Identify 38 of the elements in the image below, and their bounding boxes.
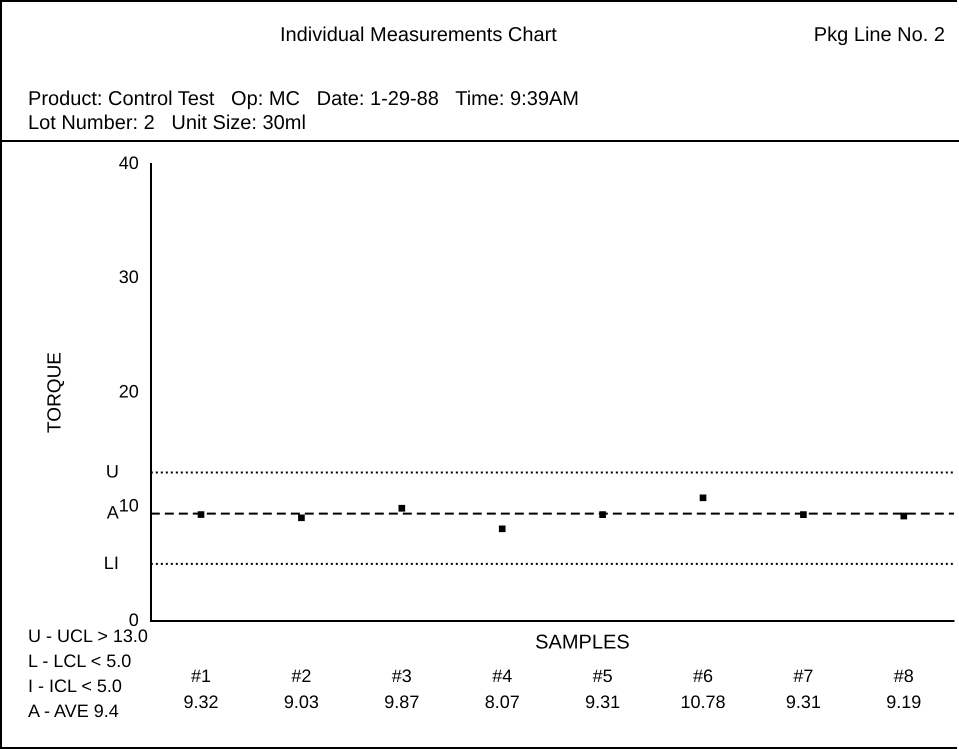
data-label: 9.19 [886,692,922,712]
data-label: 9.03 [284,692,319,712]
text: I - ICL < 5.0 [28,676,122,696]
x-tick-label: #4 [492,666,512,686]
y-tick-label: 10 [118,496,139,516]
x-axis-title: SAMPLES [535,632,630,654]
text: Lot Number: 2 Unit Size: 30ml [28,112,306,135]
point [900,512,908,520]
x-tick-label: #6 [692,666,714,686]
chart-subtitle: Product: Control Test Op: MC Date: 1-29-88 Time: 9:39AM [28,88,579,111]
data-label: 9.31 [585,692,620,712]
text: A - AVE 9.4 [28,701,119,721]
point [700,494,706,502]
x-tick-label: #2 [291,666,312,686]
y-tick-label: 30 [118,267,139,288]
ref-line-label: U [106,461,119,482]
ref-line-label: A [106,502,119,523]
text: Pkg Line No. 2 [814,24,945,47]
data-label: 9.32 [183,692,219,712]
point [298,514,305,522]
chart-title: Individual Measurements Chart [280,24,557,47]
text: L - LCL < 5.0 [28,651,132,671]
y-axis-title: TORQUE [44,352,66,433]
data-label: 10.78 [680,692,726,712]
x-tick-label: #5 [592,666,613,686]
data-label: 9.87 [384,692,420,712]
y-tick-label: 40 [118,152,139,173]
point [398,504,406,512]
x-tick-label: #7 [793,666,814,686]
x-tick-label: #1 [191,666,212,686]
y-tick-label: 20 [118,381,139,402]
x-tick-label: #8 [894,666,914,686]
point [498,525,506,532]
point [198,511,204,518]
x-tick-label: #3 [392,666,412,686]
data-label: 8.07 [484,692,520,712]
ref-line-label: LI [104,552,119,573]
data-label: 9.31 [786,692,821,712]
